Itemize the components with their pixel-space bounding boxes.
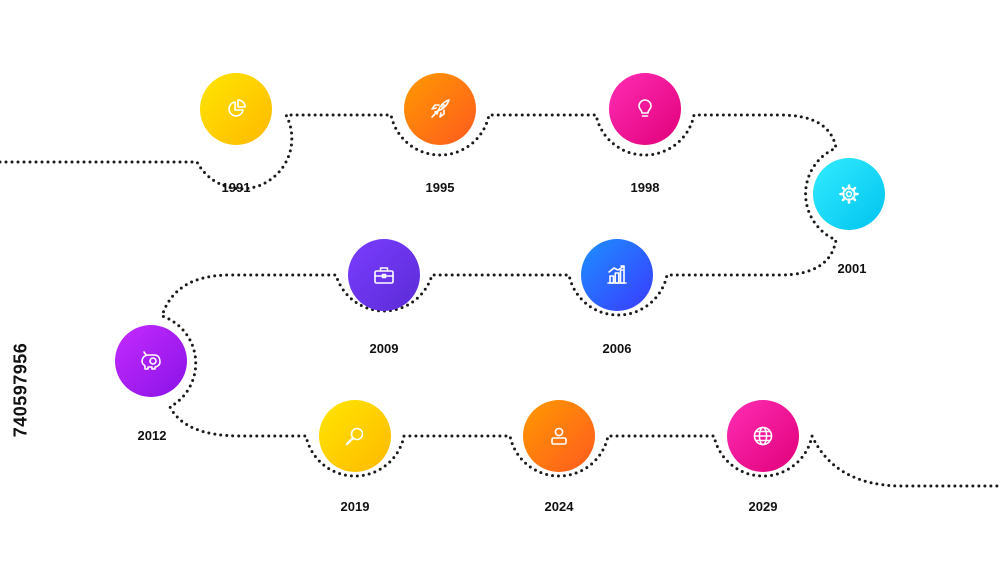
gear-icon <box>839 184 859 204</box>
milestone-2019: 2019 <box>319 400 391 514</box>
milestone-circle <box>200 73 272 145</box>
milestone-1998: 1998 <box>609 73 681 195</box>
piggy-bank-icon <box>141 351 161 370</box>
pie-chart-icon <box>228 99 246 117</box>
magnifier-icon <box>345 427 364 446</box>
year-label: 1995 <box>426 180 455 195</box>
bar-chart-icon <box>607 265 627 284</box>
year-label: 2001 <box>838 261 867 276</box>
globe-icon <box>753 426 773 446</box>
milestone-2006: 2006 <box>581 239 653 356</box>
lightbulb-icon <box>638 99 652 117</box>
milestone-1991: 1991 <box>200 73 272 195</box>
milestone-circle <box>813 158 885 230</box>
year-label: 2024 <box>545 499 575 514</box>
milestone-circle <box>609 73 681 145</box>
user-icon <box>551 427 567 445</box>
milestones: 1991 1995 1998 2001 2006 2009 2012 2019 2024 2029 <box>115 73 885 514</box>
year-label: 2019 <box>341 499 370 514</box>
milestone-2029: 2029 <box>727 400 799 514</box>
milestone-2012: 2012 <box>115 325 187 443</box>
briefcase-icon <box>374 267 394 284</box>
year-label: 1991 <box>222 180 251 195</box>
year-label: 2009 <box>370 341 399 356</box>
dotted-path <box>0 113 1000 488</box>
milestone-circle <box>581 239 653 311</box>
milestone-circle <box>319 400 391 472</box>
milestone-2009: 2009 <box>348 239 420 356</box>
milestone-1995: 1995 <box>404 73 476 195</box>
watermark-id: 740597956 <box>10 342 31 438</box>
milestone-circle <box>115 325 187 397</box>
rocket-icon <box>431 99 450 118</box>
year-label: 2029 <box>749 499 778 514</box>
dotted-route <box>0 113 1000 488</box>
year-label: 1998 <box>631 180 660 195</box>
milestone-circle <box>404 73 476 145</box>
milestone-2024: 2024 <box>523 400 595 514</box>
year-label: 2006 <box>603 341 632 356</box>
year-label: 2012 <box>138 428 167 443</box>
milestone-2001: 2001 <box>813 158 885 276</box>
